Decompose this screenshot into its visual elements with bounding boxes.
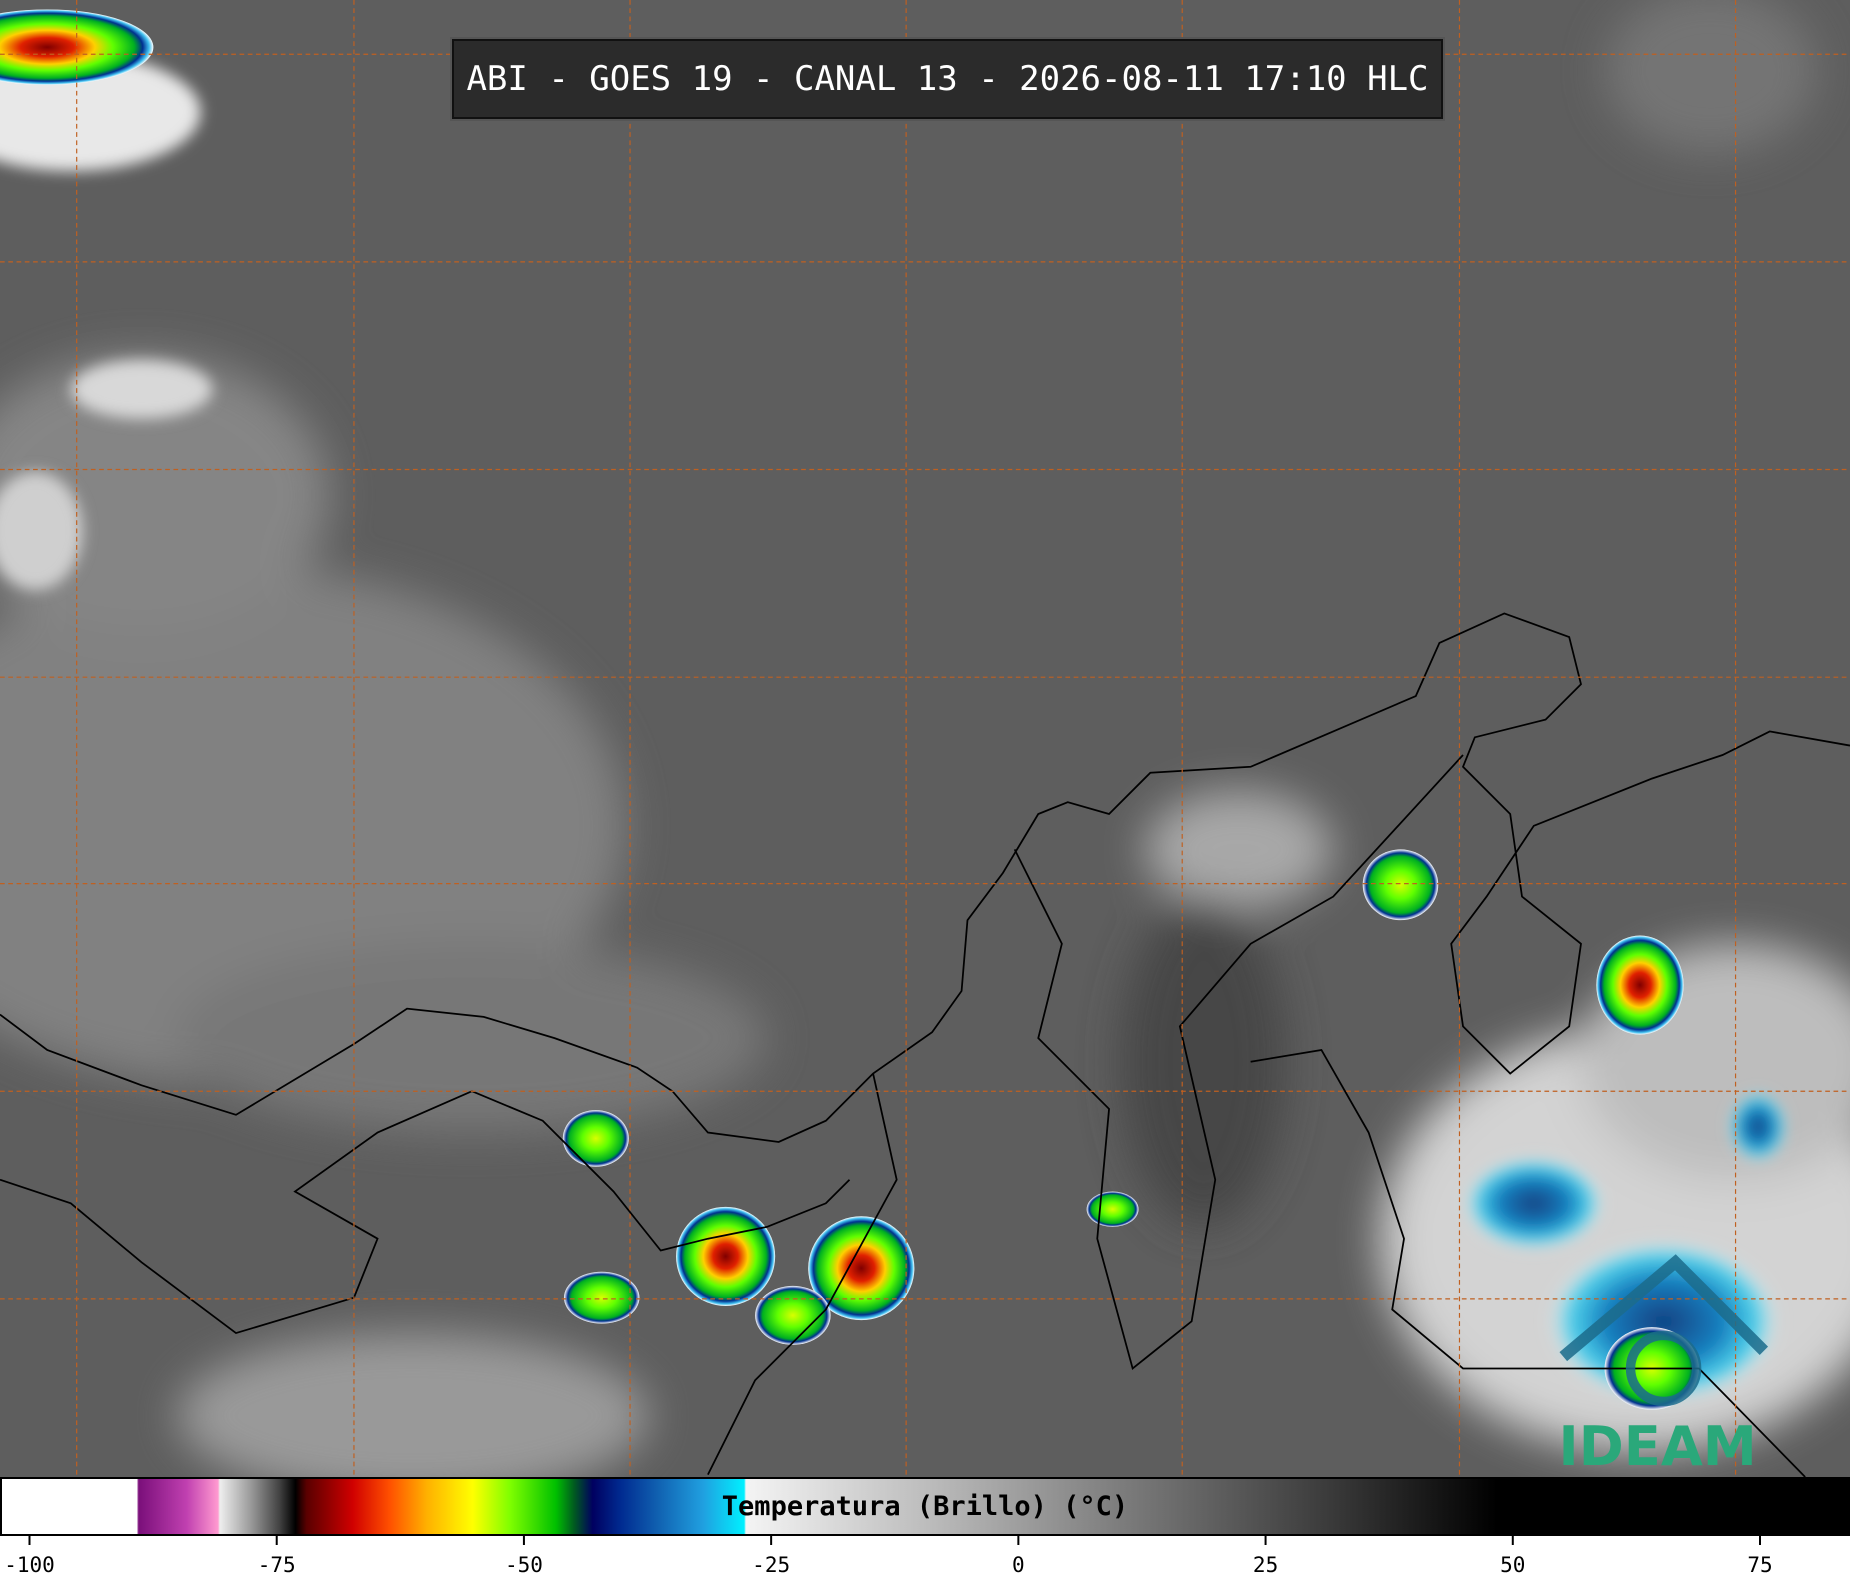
colorbar xyxy=(0,1477,1850,1536)
colorbar-axis: -100 -75 -50 -25 0 25 50 75 xyxy=(4,1536,1773,1577)
tick-label: -50 xyxy=(505,1553,543,1577)
satellite-image: IDEAM xyxy=(0,0,1850,1477)
tick-label: 75 xyxy=(1747,1553,1772,1577)
tick-label: 0 xyxy=(1012,1553,1025,1577)
tick-label: 50 xyxy=(1500,1553,1525,1577)
logo: IDEAM xyxy=(1559,1415,1757,1477)
colorbar-label: Temperatura (Brillo) (°C) xyxy=(721,1491,1129,1522)
tick-label: -75 xyxy=(258,1553,296,1577)
tick-label: 25 xyxy=(1253,1553,1278,1577)
tick-label: -100 xyxy=(4,1553,55,1577)
tick-label: -25 xyxy=(752,1553,790,1577)
image-title: ABI - GOES 19 - CANAL 13 - 2026-08-11 17… xyxy=(452,39,1443,119)
